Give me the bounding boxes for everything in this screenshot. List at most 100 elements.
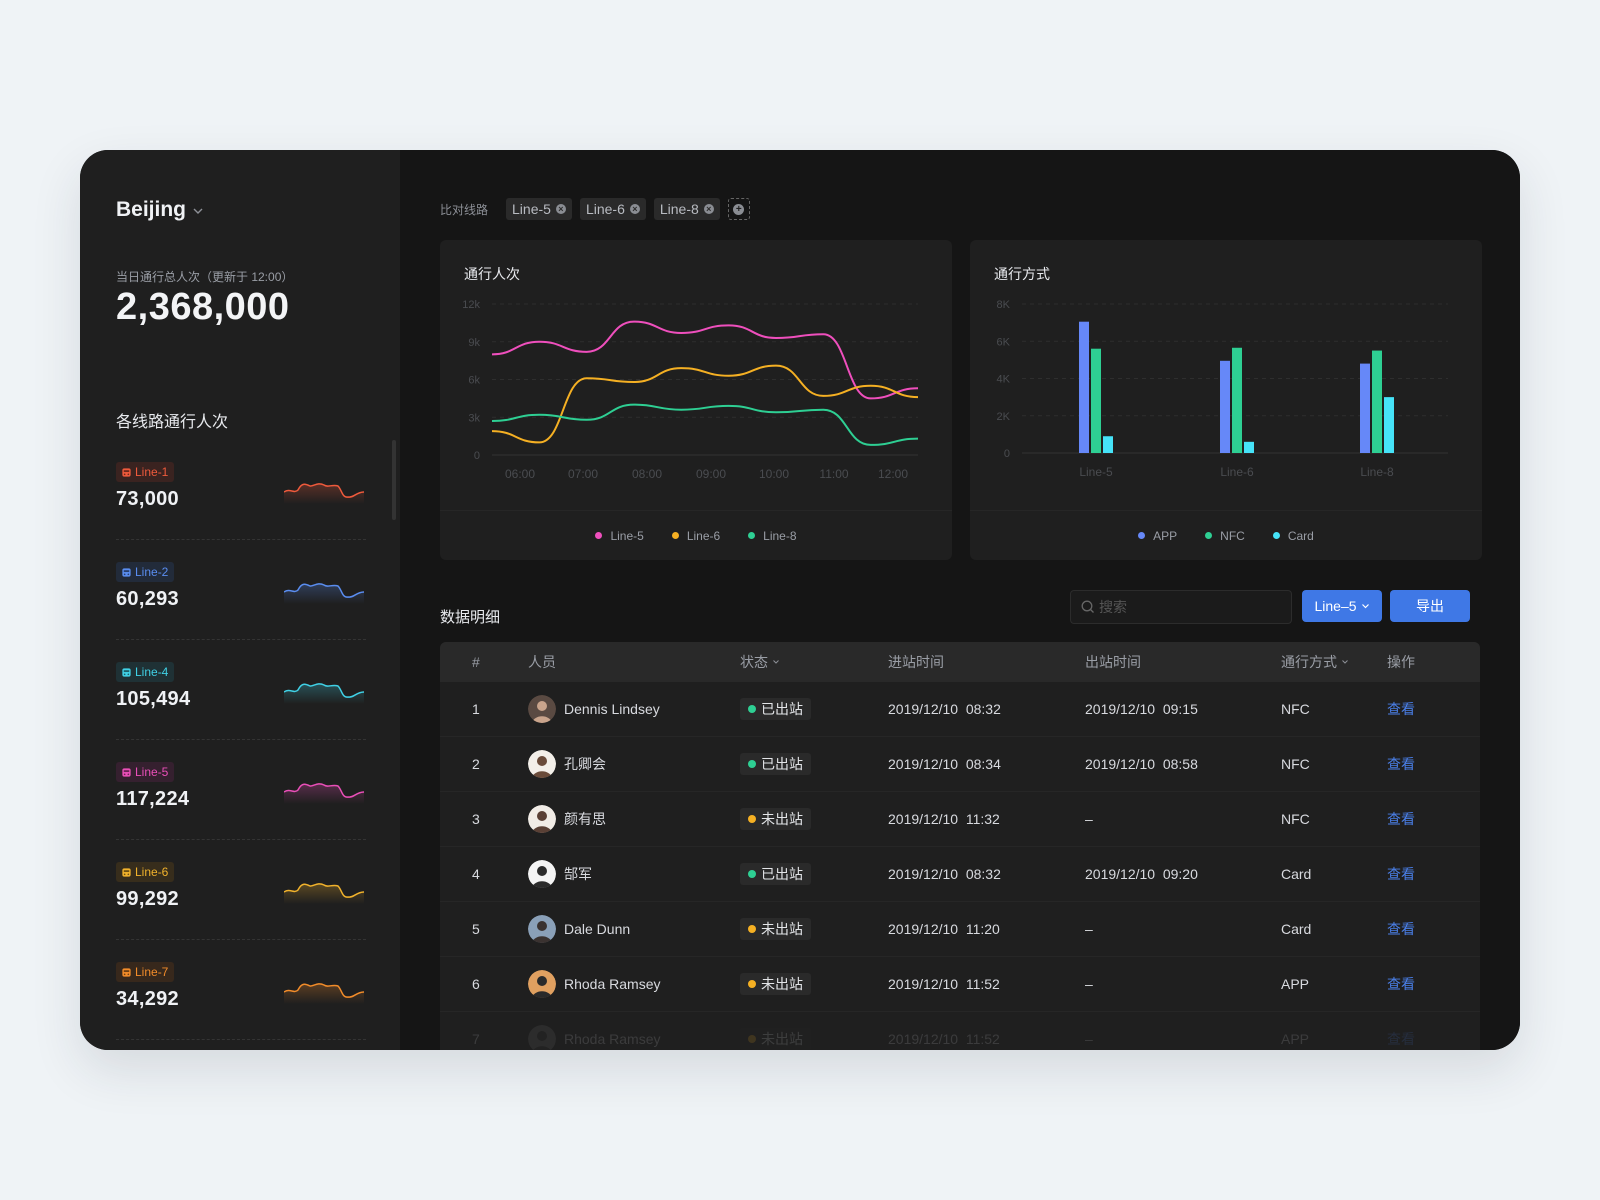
col-status[interactable]: 状态 [740,652,888,672]
sparkline [284,483,364,504]
legend-item[interactable]: Line-8 [748,529,797,543]
chart-title: 通行人次 [464,266,520,282]
pass-mode: NFC [1281,756,1310,772]
legend-dot-icon [671,532,679,539]
lines-title: 各线路通行人次 [116,414,229,431]
line-item[interactable]: Line-2 60,293 [116,540,366,640]
entry-time: 2019/12/10 08:32 [888,866,1001,882]
view-link[interactable]: 查看 [1387,866,1415,882]
close-icon[interactable]: × [703,204,714,214]
legend-dot-icon [748,532,756,539]
person-cell: 颜有思 [528,805,740,833]
chevron-down-icon [193,208,203,214]
exit-time: 2019/12/10 09:20 [1085,866,1198,882]
view-link[interactable]: 查看 [1387,811,1415,827]
view-link[interactable]: 查看 [1387,756,1415,772]
pass-mode: NFC [1281,811,1310,827]
svg-text:9k: 9k [468,337,480,349]
person-cell: Rhoda Ramsey [528,970,740,998]
entry-time: 2019/12/10 11:52 [888,976,1000,992]
train-icon [122,867,131,877]
status-label: 已出站 [761,866,803,882]
table-header: # 人员 状态 进站时间 出站时间 通行方式 操作 [440,642,1480,682]
line-item[interactable]: Line-7 34,292 [116,940,366,1040]
compare-chip-line-8[interactable]: Line-8 × [653,198,720,220]
svg-text:06:00: 06:00 [505,467,535,481]
legend-item[interactable]: Card [1272,528,1314,543]
table-row: 1 Dennis Lindsey 已出站 2019/12/10 08:32 20… [440,682,1480,737]
view-link[interactable]: 查看 [1387,976,1415,992]
view-link[interactable]: 查看 [1387,921,1415,937]
legend-item[interactable]: APP [1138,529,1177,543]
total-label: 当日通行总人次（更新于 12:00） [116,270,294,284]
exit-time: – [1085,921,1093,937]
status-cell: 已出站 [740,698,888,720]
close-icon[interactable]: × [555,204,566,214]
status-badge: 未出站 [740,1028,811,1050]
svg-text:Line-5: Line-5 [1079,465,1113,479]
compare-chip-line-5[interactable]: Line-5 × [506,198,572,220]
legend-item[interactable]: Line-6 [671,528,721,543]
exit-time: – [1085,1031,1093,1047]
view-link[interactable]: 查看 [1387,701,1415,717]
chip-label: Line-5 [512,201,551,217]
person-name: 郜军 [564,866,592,882]
search-input[interactable] [1099,599,1279,615]
avatar [528,915,556,943]
legend-label: Line-6 [686,528,721,543]
table-row: 4 郜军 已出站 2019/12/10 08:32 2019/12/10 09:… [440,847,1480,902]
person-name: 颜有思 [564,811,606,827]
line-item[interactable]: Line-6 99,292 [116,840,366,940]
line-item[interactable]: Line-1 73,000 [116,440,366,540]
close-icon[interactable]: × [629,204,640,214]
add-line-button[interactable]: + [727,198,750,220]
table-row: 2 孔卿会 已出站 2019/12/10 08:34 2019/12/10 08… [440,737,1480,792]
status-badge: 未出站 [740,918,811,940]
person-cell: Dale Dunn [528,915,740,943]
line-select-dropdown[interactable]: Line–5 [1302,590,1382,622]
legend-label: Card [1287,528,1314,543]
status-dot-icon [748,925,756,933]
status-dot-icon [748,760,756,768]
table-row: 3 颜有思 未出站 2019/12/10 11:32 – NFC 查看 [440,792,1480,847]
svg-text:09:00: 09:00 [696,467,726,481]
entry-time: 2019/12/10 11:32 [888,811,1000,827]
col-pass-mode[interactable]: 通行方式 [1281,652,1387,672]
pass-mode-bar-chart-card: 通行方式 0 2K 4K 6K 8K Line-5 Line-6 Line-8 APP NFC C… [970,240,1482,560]
svg-text:Line-8: Line-8 [1360,465,1394,479]
city-selector[interactable]: Beijing [116,198,204,222]
line-item[interactable]: Line-4 105,494 [116,640,366,740]
avatar [528,860,556,888]
pass-mode-bar-chart: 0 2K 4K 6K 8K Line-5 Line-6 Line-8 [997,299,1448,479]
row-index: 2 [472,756,480,772]
person-name: Dennis Lindsey [564,701,660,717]
row-index: 7 [472,1031,480,1047]
view-link[interactable]: 查看 [1387,1031,1415,1047]
line-item[interactable]: Line-5 117,224 [116,740,366,840]
search-icon [1081,600,1094,613]
svg-text:12:00: 12:00 [878,467,908,481]
sidebar-scrollbar[interactable] [392,440,396,520]
line-name: Line-1 [135,465,169,479]
chip-label: Line-8 [659,201,699,217]
status-label: 未出站 [761,811,803,827]
avatar [528,695,556,723]
table-row: 5 Dale Dunn 未出站 2019/12/10 11:20 – Card … [440,902,1480,957]
col-pass-mode-label: 通行方式 [1281,654,1337,670]
pass-mode: NFC [1281,701,1310,717]
status-cell: 未出站 [740,808,888,830]
person-cell: Rhoda Ramsey [528,1025,740,1050]
exit-time: – [1085,976,1093,992]
legend-item[interactable]: NFC [1205,529,1245,543]
compare-lines: 比对线路 Line-5 × Line-6 × Line-8 × + [440,198,750,220]
line-value: 73,000 [116,488,179,510]
export-button[interactable]: 导出 [1390,590,1470,622]
avatar [528,805,556,833]
legend-item[interactable]: Line-5 [595,528,644,543]
compare-chip-line-6[interactable]: Line-6 × [579,198,646,220]
search-box[interactable] [1070,590,1292,624]
legend-label: Line-5 [610,528,644,543]
status-cell: 未出站 [740,1028,888,1050]
city-name: Beijing [116,198,187,221]
status-dot-icon [748,870,756,878]
